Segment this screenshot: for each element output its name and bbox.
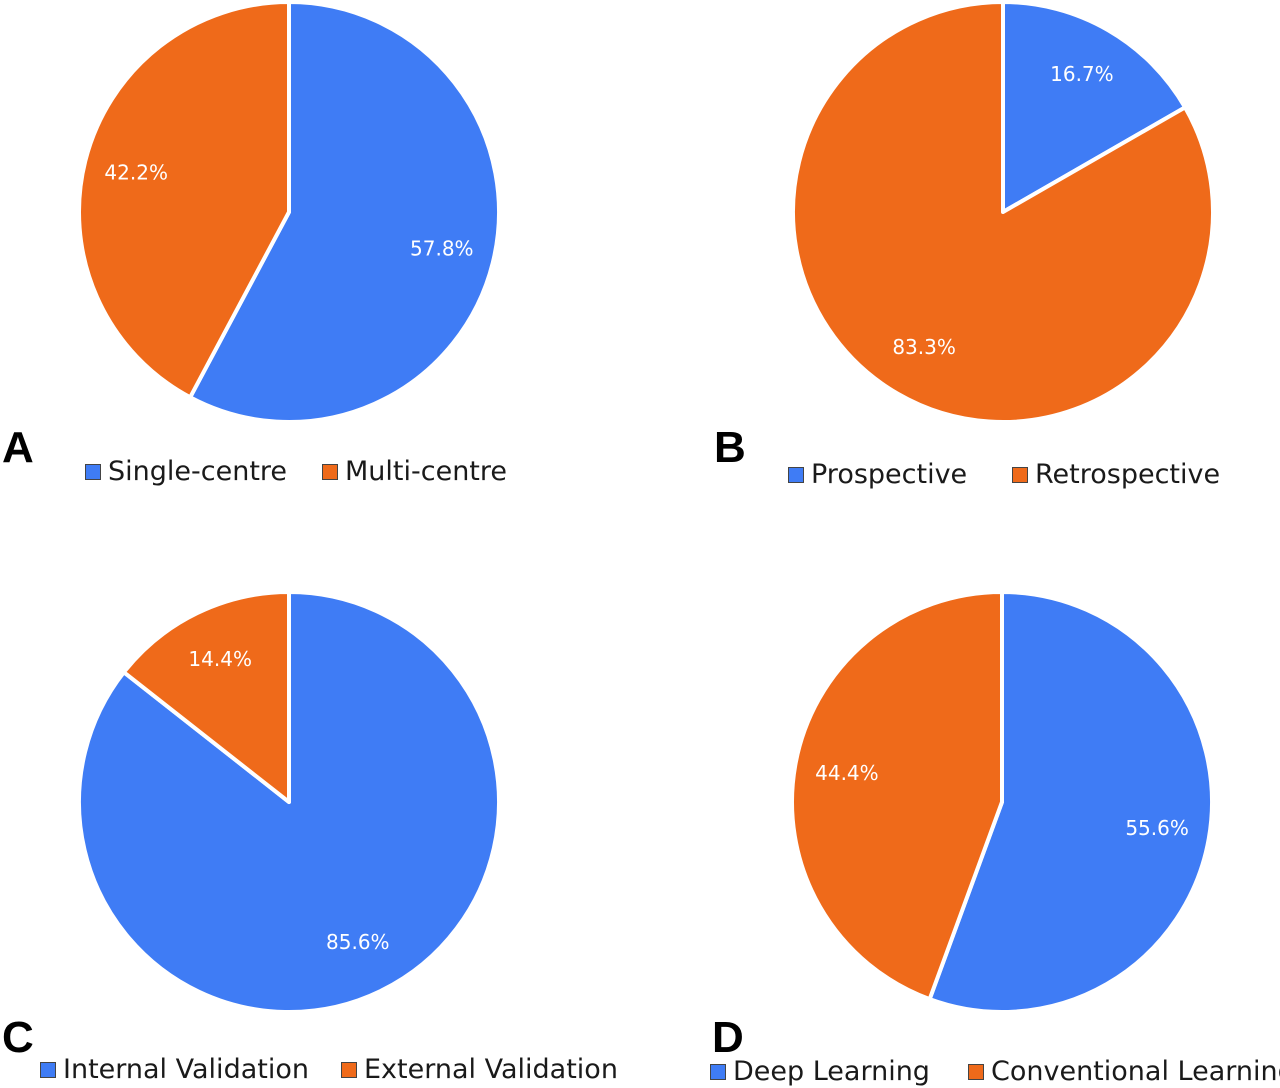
panel-c: 85.6% 14.4% C Internal Validation Externa… (0, 544, 640, 1088)
legend-swatch-orange (341, 1061, 357, 1078)
legend-swatch-blue (788, 466, 804, 483)
legend-label: Retrospective (1035, 459, 1221, 490)
legend-item-multi-centre: Multi-centre (322, 456, 507, 487)
pie-slice-prospective (1001, 0, 1188, 214)
pie-chart-d: 55.6% 44.4% (790, 590, 1214, 1014)
slice-label-conventional-learning: 44.4% (815, 761, 879, 785)
legend-label: External Validation (364, 1054, 618, 1085)
legend-item-external-validation: External Validation (341, 1054, 618, 1085)
pie-slice-deep-learning (927, 590, 1214, 1014)
slice-label-prospective: 16.7% (1050, 62, 1114, 86)
legend-label: Internal Validation (63, 1054, 309, 1085)
legend-item-conventional-learning: Conventional Learning (968, 1056, 1280, 1087)
slice-label-deep-learning: 55.6% (1125, 816, 1189, 840)
panel-d: 55.6% 44.4% D Deep Learning Conventional … (640, 544, 1280, 1088)
legend-item-internal-validation: Internal Validation (40, 1054, 309, 1085)
legend-label: Conventional Learning (991, 1056, 1280, 1087)
slice-label-internal-validation: 85.6% (326, 930, 390, 954)
panel-letter-a: A (2, 423, 34, 472)
panel-b: 16.7% 83.3% B Prospective Retrospective (640, 0, 1280, 544)
pie-chart-a: 57.8% 42.2% (77, 0, 501, 424)
legend-item-deep-learning: Deep Learning (710, 1056, 930, 1087)
panel-letter-c: C (2, 1013, 34, 1062)
legend-item-single-centre: Single-centre (85, 456, 287, 487)
pie-chart-b: 16.7% 83.3% (791, 0, 1215, 424)
pie-slice-multi-centre (77, 0, 291, 400)
slice-label-external-validation: 14.4% (188, 647, 252, 671)
panel-letter-b: B (714, 423, 746, 472)
legend-swatch-blue (40, 1061, 56, 1078)
legend-item-prospective: Prospective (788, 459, 967, 490)
slice-label-retrospective: 83.3% (892, 335, 956, 359)
legend-label: Prospective (811, 459, 968, 490)
panel-letter-d: D (712, 1013, 744, 1062)
legend-label: Single-centre (108, 456, 288, 487)
slice-label-single-centre: 57.8% (410, 237, 474, 261)
pie-slice-conventional-learning (790, 590, 1004, 1002)
legend-label: Multi-centre (345, 456, 508, 487)
legend-swatch-orange (1012, 466, 1028, 483)
pie-slice-single-centre (188, 0, 501, 424)
panel-a: 57.8% 42.2% A Single-centre Multi-centre (0, 0, 640, 544)
pie-slice-external-validation (121, 590, 291, 804)
legend-swatch-blue (710, 1063, 726, 1080)
pie-slice-retrospective (791, 0, 1215, 424)
slice-label-multi-centre: 42.2% (104, 160, 168, 184)
legend-swatch-blue (85, 463, 101, 480)
legend-swatch-orange (968, 1063, 984, 1080)
legend-swatch-orange (322, 463, 338, 480)
legend-label: Deep Learning (733, 1056, 930, 1087)
legend-item-retrospective: Retrospective (1012, 459, 1220, 490)
pie-chart-c: 85.6% 14.4% (77, 590, 501, 1014)
